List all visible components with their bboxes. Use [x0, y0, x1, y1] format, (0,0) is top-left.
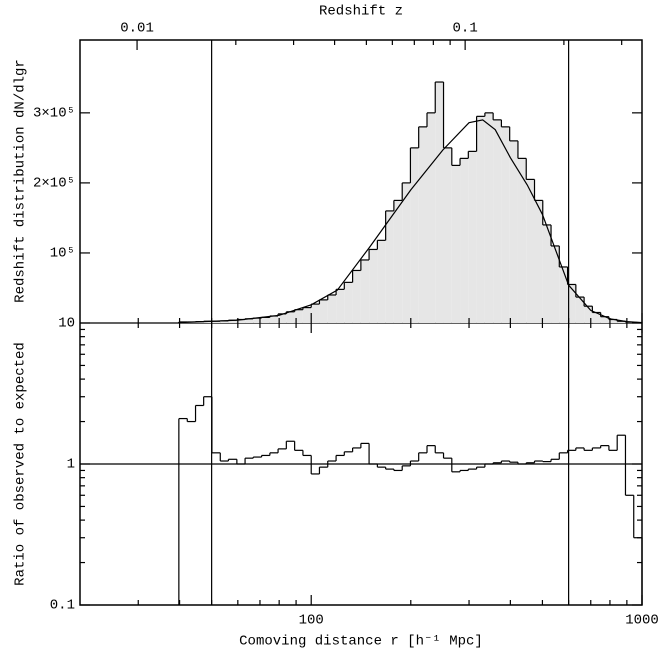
y-tick-label: 2×10⁵	[33, 176, 75, 192]
histogram-bar	[311, 304, 320, 323]
histogram-bar	[336, 289, 345, 323]
histogram-bar	[493, 119, 502, 323]
histogram-bar	[484, 112, 494, 323]
histogram-bar	[451, 165, 461, 323]
histogram-bar	[236, 319, 246, 323]
histogram-bar	[526, 179, 535, 323]
histogram-bar	[228, 320, 237, 323]
histogram-bar	[608, 319, 618, 323]
y-axis-label: Redshift distribution dN/dlgr	[13, 59, 29, 303]
model-curve	[179, 119, 643, 324]
histogram-bar	[203, 321, 212, 323]
histogram-bar	[220, 320, 229, 323]
histogram-bar	[385, 210, 394, 323]
histogram-bar	[427, 112, 436, 323]
x2-axis-label: Redshift z	[319, 4, 403, 20]
histogram-bar	[551, 245, 560, 323]
histogram-bar	[443, 147, 452, 323]
histogram-bar	[327, 294, 337, 323]
y-tick-label: 10⁵	[50, 246, 75, 262]
histogram-bar	[253, 318, 262, 323]
histogram-bar	[269, 315, 279, 323]
histogram-bar	[460, 158, 469, 323]
histogram-bar	[542, 224, 552, 323]
x2-tick-label: 0.01	[120, 21, 154, 37]
histogram-bar	[501, 126, 510, 323]
histogram-bar	[418, 126, 428, 323]
histogram-bar	[509, 140, 518, 323]
y-tick-label: 0.1	[50, 598, 75, 614]
histogram-bar	[559, 266, 568, 323]
y-tick-label: 1	[67, 457, 75, 473]
histogram-bar	[369, 249, 378, 323]
histogram-bar	[393, 200, 403, 323]
x-axis-label: Comoving distance r [h⁻¹ Mpc]	[239, 634, 483, 650]
y-axis-label: Ratio of observed to expected	[13, 342, 29, 586]
histogram-bar	[600, 316, 609, 323]
histogram-bar	[245, 318, 254, 323]
histogram-bar	[344, 282, 353, 323]
histogram-bar	[261, 317, 270, 323]
histogram-bar	[319, 299, 328, 323]
histogram-bar	[534, 200, 543, 323]
y-tick-label: 3×10⁵	[33, 106, 75, 122]
histogram-bar	[377, 240, 386, 323]
x-tick-label: 100	[299, 613, 324, 629]
histogram-bar	[592, 312, 601, 323]
histogram-bar	[286, 311, 295, 323]
histogram-bar	[211, 321, 221, 323]
x-tick-label: 1000	[625, 613, 659, 629]
histogram-bar	[352, 270, 361, 323]
histogram-bar	[360, 259, 370, 323]
histogram-bar	[278, 313, 287, 323]
histogram-bar	[402, 182, 411, 323]
histogram-bar	[468, 151, 477, 323]
histogram-bar	[517, 158, 527, 323]
histogram-bar	[617, 321, 626, 323]
histogram-bar	[410, 147, 419, 323]
x2-tick-label: 0.1	[453, 21, 478, 37]
histogram-bar	[567, 284, 576, 323]
histogram-bar	[294, 309, 303, 323]
histogram-bar	[476, 116, 485, 323]
y-tick-label: 10	[58, 316, 75, 332]
histogram-bar	[302, 307, 312, 323]
histogram-bar	[575, 297, 585, 323]
histogram-bar	[435, 82, 444, 324]
histogram-bar	[584, 306, 593, 323]
